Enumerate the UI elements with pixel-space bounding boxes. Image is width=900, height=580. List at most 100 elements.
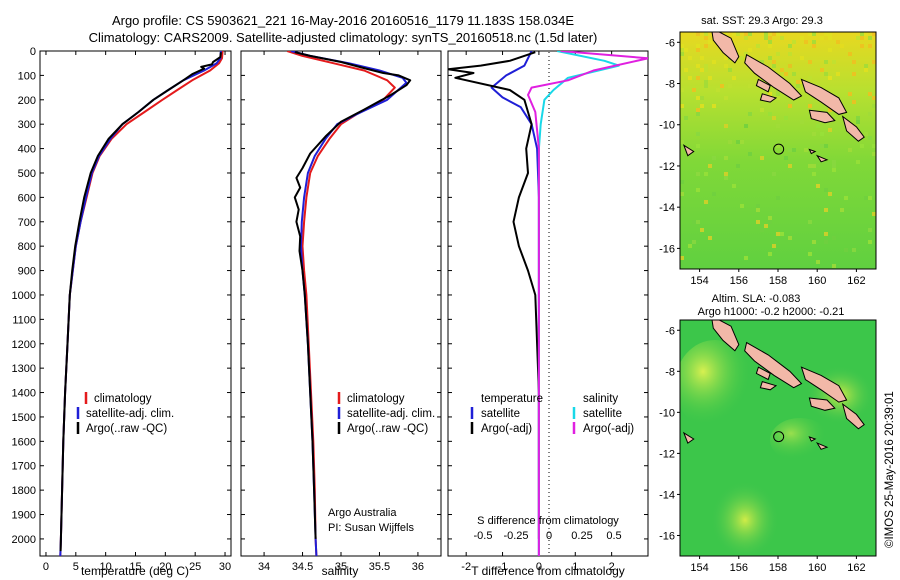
temperature-series [59, 51, 224, 556]
island-shape [808, 397, 836, 411]
x-tick-label: -2 [461, 561, 471, 573]
lat-tick-label: -14 [659, 202, 675, 214]
island-shape [759, 93, 778, 103]
island-shape [755, 366, 771, 381]
series-line-s-argo-adj- [527, 51, 648, 556]
depth-tick-label: 700 [18, 217, 36, 229]
lat-tick-label: -8 [665, 366, 675, 378]
depth-tick-label: 500 [18, 168, 36, 180]
legend-label-satellite-adj: satellite-adj. clim. [347, 408, 435, 420]
difference-legend: temperature satellite Argo(-adj) salinit… [470, 393, 634, 435]
depth-tick-label: 1200 [12, 339, 36, 351]
lat-tick-label: -12 [659, 448, 675, 460]
depth-tick-label: 200 [18, 95, 36, 107]
sla-map-panel: Altim. SLA: -0.083 Argo h1000: -0.2 h200… [659, 293, 877, 574]
island-shape [808, 148, 817, 155]
depth-tick-label: 2000 [12, 534, 36, 546]
legend-label-argo: Argo(..raw -QC) [347, 423, 428, 435]
temperature-xlabel: temperature (deg C) [81, 564, 189, 578]
x-tick-label: 30 [219, 561, 231, 573]
legend-title-temperature: temperature [481, 393, 543, 405]
sla-map-title-line1: Altim. SLA: -0.083 [712, 293, 801, 305]
s-diff-tick-label: 0.25 [571, 530, 592, 542]
lon-tick-label: 162 [847, 275, 865, 287]
s-diff-tick-label: 0.5 [606, 530, 621, 542]
sla-map-title-line2: Argo h1000: -0.2 h2000: -0.21 [698, 306, 845, 318]
island-shape [744, 53, 803, 101]
legend-label-climatology: climatology [347, 393, 405, 405]
depth-tick-label: 300 [18, 119, 36, 131]
island-shape [808, 109, 836, 124]
s-difference-label: S difference from climatology [477, 515, 619, 527]
sst-map-panel: sat. SST: 29.3 Argo: 29.3 154 156 158 160 16… [659, 15, 877, 287]
imos-timestamp: ©IMOS 25-May-2016 20:39:01 [884, 391, 896, 548]
legend-label-s-argo: Argo(-adj) [583, 423, 634, 435]
sst-map-axes: 154 156 158 160 162 -6 -8 -10 -12 -14 -16 [659, 37, 865, 287]
depth-tick-label: 1800 [12, 485, 36, 497]
series-line-argo-raw-qc- [59, 52, 222, 552]
depth-tick-label: 1100 [12, 314, 36, 326]
s-difference-ticks: -0.5 -0.25 0 0.25 0.5 [474, 530, 622, 542]
x-tick-label: 36 [412, 561, 424, 573]
x-tick-label: 10 [100, 561, 112, 573]
lat-tick-label: -10 [659, 120, 675, 132]
temperature-axes: 0100200300400500600700800900100011001200… [12, 46, 232, 573]
argo-float-position-marker [773, 143, 785, 155]
lat-tick-label: -8 [665, 79, 675, 91]
credit-line1: Argo Australia [328, 507, 397, 519]
x-tick-label: 2 [609, 561, 615, 573]
depth-tick-label: 0 [30, 46, 36, 58]
x-tick-label: 20 [159, 561, 171, 573]
argo-float-position-marker [773, 431, 785, 443]
sla-map-field [680, 320, 876, 556]
x-tick-label: 0 [43, 561, 49, 573]
temperature-panel: 0100200300400500600700800900100011001200… [12, 46, 232, 578]
series-line-satellite-adj-clim- [59, 51, 222, 556]
lat-tick-label: -14 [659, 489, 675, 501]
lat-tick-label: -10 [659, 407, 675, 419]
x-tick-label: 5 [73, 561, 79, 573]
salinity-axes: 34 34.5 35 35.5 36 [241, 50, 441, 573]
island-shape [682, 431, 695, 444]
island-shape [744, 341, 803, 389]
x-tick-label: 34.5 [292, 561, 313, 573]
legend-label-climatology: climatology [94, 393, 152, 405]
x-tick-label: 1 [572, 561, 578, 573]
series-line-climatology [59, 51, 224, 556]
lon-tick-label: 158 [769, 275, 787, 287]
depth-tick-label: 900 [18, 266, 36, 278]
lat-tick-label: -12 [659, 161, 675, 173]
salinity-panel: 34 34.5 35 35.5 36 salinity climatology sate… [240, 50, 442, 578]
x-tick-label: 35.5 [369, 561, 390, 573]
depth-tick-label: 1000 [12, 290, 36, 302]
x-tick-label: 35 [335, 561, 347, 573]
island-shape [711, 32, 740, 64]
lon-tick-label: 160 [808, 562, 826, 574]
lon-tick-label: 154 [690, 562, 708, 574]
depth-tick-label: 1300 [12, 363, 36, 375]
s-diff-tick-label: 0 [546, 530, 552, 542]
sst-map-title: sat. SST: 29.3 Argo: 29.3 [701, 15, 823, 27]
lon-tick-label: 160 [808, 275, 826, 287]
coastline-land [682, 320, 865, 450]
island-shape [800, 366, 848, 403]
lat-tick-label: -6 [665, 325, 675, 337]
depth-tick-label: 1500 [12, 412, 36, 424]
island-shape [800, 78, 848, 115]
lon-tick-label: 156 [730, 275, 748, 287]
salinity-legend: climatology satellite-adj. clim. Argo(..… [337, 392, 435, 435]
legend-title-salinity: salinity [583, 393, 618, 405]
lon-tick-label: 156 [730, 562, 748, 574]
difference-series [448, 51, 648, 556]
credit-line2: PI: Susan Wijffels [328, 522, 414, 534]
salinity-xlabel: salinity [322, 564, 359, 578]
island-shape [815, 442, 829, 450]
x-tick-label: 34 [258, 561, 270, 573]
island-shape [815, 154, 829, 163]
legend-label-t-argo: Argo(-adj) [481, 423, 532, 435]
series-line-climatology [286, 51, 396, 556]
island-shape [808, 436, 817, 442]
difference-panel: -2 -1 0 1 2 temperature satellite Argo(-adj)… [447, 50, 649, 578]
sst-map-field [680, 32, 876, 269]
legend-label-argo: Argo(..raw -QC) [86, 423, 167, 435]
